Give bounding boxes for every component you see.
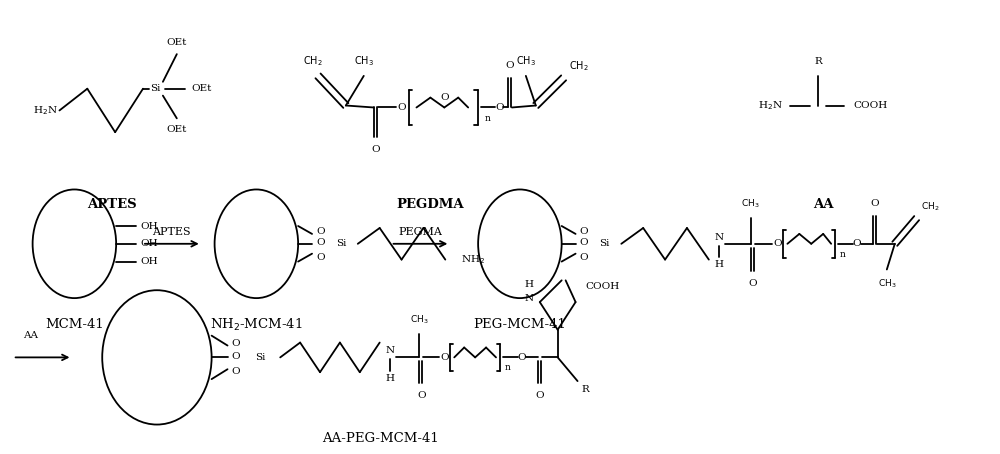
Text: H: H	[385, 374, 394, 383]
Text: OEt: OEt	[167, 38, 187, 47]
Text: $\mathsf{CH_3}$: $\mathsf{CH_3}$	[516, 54, 536, 68]
Text: AA: AA	[813, 198, 833, 211]
Text: O: O	[535, 391, 544, 400]
Text: $\mathsf{CH_2}$: $\mathsf{CH_2}$	[303, 54, 323, 68]
Text: NH$_2$-MCM-41: NH$_2$-MCM-41	[210, 317, 303, 333]
Text: O: O	[316, 253, 325, 262]
Text: O: O	[496, 103, 504, 112]
Text: O: O	[871, 199, 879, 208]
Text: MCM-41: MCM-41	[45, 318, 104, 331]
Text: O: O	[232, 339, 240, 348]
Text: Si: Si	[255, 353, 266, 362]
Text: H$_2$N: H$_2$N	[33, 104, 57, 117]
Text: O: O	[417, 391, 426, 400]
Text: NH$_2$: NH$_2$	[461, 253, 485, 266]
Text: Si: Si	[599, 239, 610, 248]
Text: N: N	[525, 294, 534, 303]
Text: OH: OH	[140, 257, 158, 266]
Text: O: O	[580, 227, 588, 237]
Text: COOH: COOH	[586, 282, 620, 291]
Text: $\mathsf{CH_3}$: $\mathsf{CH_3}$	[878, 277, 896, 290]
Text: PEGMA: PEGMA	[399, 227, 442, 237]
Text: Si: Si	[150, 84, 160, 93]
Text: Si: Si	[336, 239, 346, 248]
Text: O: O	[506, 61, 514, 70]
Text: O: O	[232, 367, 240, 376]
Text: O: O	[440, 353, 449, 362]
Text: n: n	[505, 363, 511, 372]
Text: OH: OH	[140, 239, 158, 248]
Text: N: N	[714, 233, 723, 242]
Text: O: O	[580, 253, 588, 262]
Text: H: H	[525, 280, 534, 289]
Text: O: O	[518, 353, 526, 362]
Text: O: O	[773, 239, 782, 248]
Text: AA-PEG-MCM-41: AA-PEG-MCM-41	[322, 432, 439, 445]
Text: APTES: APTES	[153, 227, 191, 237]
Text: $\mathsf{CH_2}$: $\mathsf{CH_2}$	[569, 59, 588, 73]
Text: PEG-MCM-41: PEG-MCM-41	[473, 318, 566, 331]
Text: R: R	[814, 57, 822, 66]
Text: $\mathsf{CH_2}$: $\mathsf{CH_2}$	[921, 201, 939, 213]
Text: COOH: COOH	[853, 101, 887, 110]
Text: O: O	[371, 145, 380, 154]
Text: APTES: APTES	[87, 198, 137, 211]
Text: O: O	[748, 279, 757, 288]
Text: O: O	[397, 103, 406, 112]
Text: O: O	[232, 352, 240, 361]
Text: OEt: OEt	[192, 84, 212, 93]
Text: OH: OH	[140, 222, 158, 231]
Text: O: O	[316, 238, 325, 247]
Text: $\mathsf{CH_3}$: $\mathsf{CH_3}$	[354, 54, 374, 68]
Text: OEt: OEt	[167, 125, 187, 134]
Text: n: n	[485, 114, 491, 123]
Text: O: O	[316, 227, 325, 237]
Text: H: H	[714, 260, 723, 269]
Text: n: n	[840, 250, 846, 259]
Text: $\mathsf{CH_3}$: $\mathsf{CH_3}$	[410, 313, 429, 326]
Text: O: O	[440, 93, 449, 102]
Text: PEGDMA: PEGDMA	[397, 198, 464, 211]
Text: R: R	[582, 385, 589, 394]
Text: H$_2$N: H$_2$N	[758, 99, 782, 112]
Text: $\mathsf{CH_3}$: $\mathsf{CH_3}$	[741, 197, 760, 210]
Text: AA: AA	[23, 331, 38, 340]
Text: O: O	[853, 239, 861, 248]
Text: N: N	[385, 346, 394, 355]
Text: O: O	[580, 238, 588, 247]
